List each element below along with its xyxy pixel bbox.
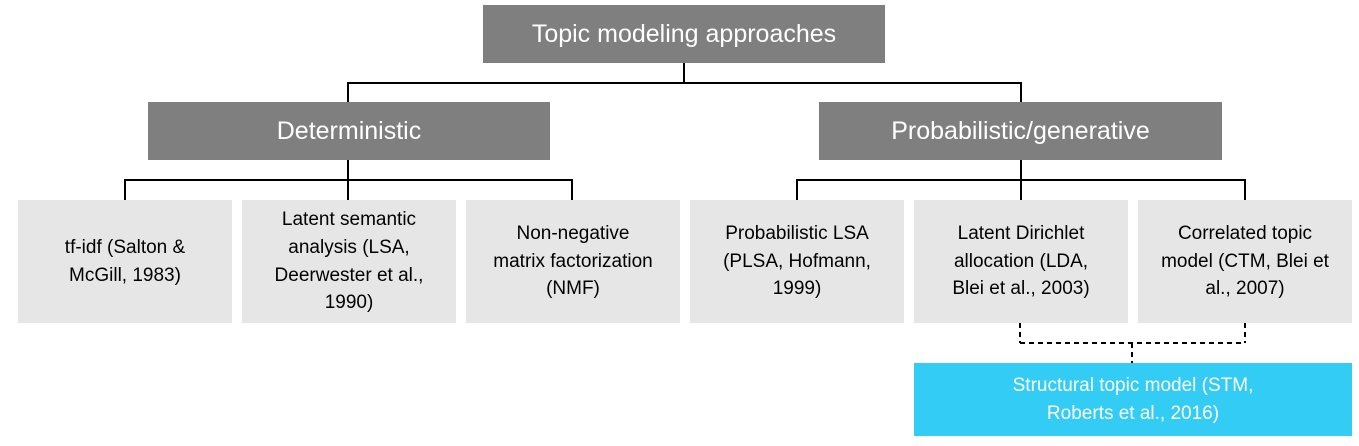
category-deterministic-label: Deterministic — [276, 116, 422, 145]
category-deterministic: Deterministic — [148, 102, 550, 160]
method-tfidf-label: tf-idf (Salton & McGill, 1983) — [64, 236, 186, 286]
method-ctm: Correlated topic model (CTM, Blei et al.… — [1138, 200, 1352, 323]
root-node-label: Topic modeling approaches — [531, 19, 837, 48]
method-plsa: Probabilistic LSA (PLSA, Hofmann, 1999) — [690, 200, 904, 323]
method-nmf: Non-negative matrix factorization (NMF) — [466, 200, 680, 323]
derived-stm-label: Structural topic model (STM, Roberts et … — [1012, 374, 1254, 424]
method-lda-label: Latent Dirichlet allocation (LDA, Blei e… — [952, 223, 1090, 300]
method-nmf-label: Non-negative matrix factorization (NMF) — [493, 223, 653, 300]
method-ctm-label: Correlated topic model (CTM, Blei et al.… — [1161, 223, 1329, 300]
root-node: Topic modeling approaches — [483, 5, 885, 63]
method-lsa: Latent semantic analysis (LSA, Deerweste… — [242, 200, 456, 323]
method-plsa-label: Probabilistic LSA (PLSA, Hofmann, 1999) — [723, 223, 871, 300]
method-lsa-label: Latent semantic analysis (LSA, Deerweste… — [274, 209, 424, 314]
category-probabilistic: Probabilistic/generative — [819, 102, 1222, 160]
method-lda: Latent Dirichlet allocation (LDA, Blei e… — [914, 200, 1128, 323]
category-probabilistic-label: Probabilistic/generative — [891, 116, 1150, 145]
method-tfidf: tf-idf (Salton & McGill, 1983) — [18, 200, 232, 323]
derived-stm: Structural topic model (STM, Roberts et … — [914, 363, 1352, 436]
